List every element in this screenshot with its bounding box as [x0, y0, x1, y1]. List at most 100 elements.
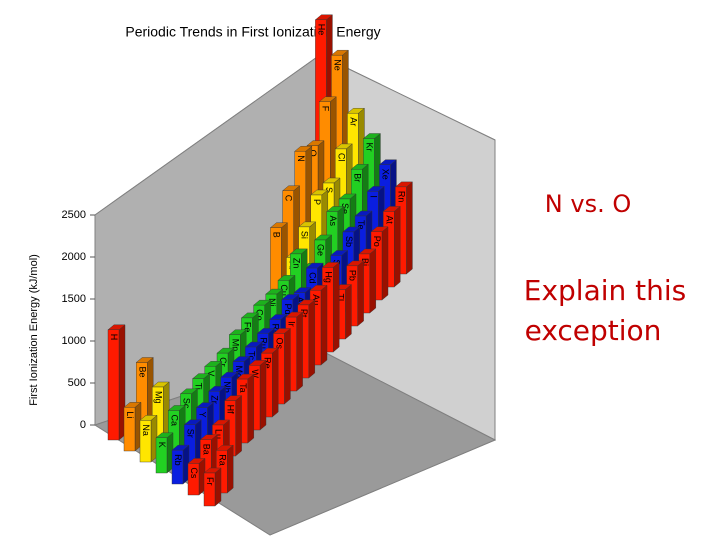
bar-label: At: [384, 215, 394, 224]
bar-label: F: [320, 106, 330, 112]
bar-label: C: [284, 195, 294, 202]
bar: Os: [272, 328, 291, 405]
bar-label: Mo: [234, 366, 244, 379]
bar-label: Se: [340, 203, 350, 214]
bar-label: V: [206, 370, 216, 376]
bar-label: Re: [262, 357, 272, 369]
bar: Hg: [321, 261, 340, 353]
annotation: Explain this: [524, 274, 687, 307]
bar-label: Ta: [238, 383, 248, 393]
bar-label: Rh: [271, 324, 281, 336]
bar: Pt: [297, 299, 316, 379]
annotation: exception: [525, 314, 662, 347]
bar-label: Si: [300, 231, 310, 239]
bar: Li: [123, 401, 142, 452]
bar-label: Pd: [283, 303, 293, 314]
y-tick-label: 500: [68, 377, 86, 389]
bar: Bi: [358, 248, 377, 314]
y-tick-label: 1000: [62, 335, 86, 347]
bar: Na: [139, 414, 158, 463]
bar-label: Y: [198, 412, 208, 418]
bar-label: As: [328, 215, 338, 226]
bar-label: Tl: [336, 294, 346, 302]
bar-label: Po: [372, 236, 382, 247]
bar-label: B: [272, 232, 282, 238]
bar-label: Nb: [222, 381, 232, 393]
bar-label: Ne: [333, 59, 343, 71]
bar: Rn: [394, 181, 413, 275]
bar: Fr: [203, 467, 222, 507]
bar-label: Na: [141, 424, 151, 436]
bar-front: [187, 463, 200, 496]
bar-label: Rn: [397, 191, 407, 203]
bar-label: Ni: [267, 298, 277, 307]
bar: K: [155, 432, 174, 474]
bar-label: Ra: [217, 454, 227, 466]
bar-label: Ge: [316, 244, 326, 256]
bar-label: Tc: [246, 351, 256, 361]
bar-label: Fe: [243, 322, 253, 333]
bar-label: Te: [356, 220, 366, 230]
bar-label: Hg: [323, 271, 333, 283]
bar-label: Cr: [218, 357, 228, 367]
bar-label: W: [250, 369, 260, 378]
bar: Hf: [224, 395, 243, 457]
bar-label: Pb: [348, 270, 358, 281]
bar: Ta: [236, 373, 255, 444]
bar: Ir: [285, 311, 304, 392]
bar-label: Sb: [344, 236, 354, 247]
bar: Sr: [183, 419, 202, 472]
bar-label: Zr: [210, 395, 220, 404]
bar: Ra: [215, 444, 234, 494]
bar-label: Co: [255, 309, 265, 321]
bar-label: P: [312, 199, 322, 205]
bar-label: Xe: [381, 169, 391, 180]
bar-label: Ba: [201, 444, 211, 455]
bar-side: [214, 467, 222, 507]
bars: He Ne Ar Kr Xe Rn F Cl Br I At O S Se Te Po N P As Sb Bi C Si G…: [107, 14, 413, 507]
bar: Cs: [187, 457, 206, 496]
bar-label: He: [317, 24, 327, 36]
bar-label: Ru: [259, 337, 269, 349]
bar-label: Pt: [299, 309, 309, 318]
y-tick-label: 2000: [62, 251, 86, 263]
bar-label: S: [324, 187, 334, 193]
bar-front: [171, 449, 184, 485]
bar-label: Cl: [336, 153, 346, 162]
bar-label: Zn: [291, 258, 301, 269]
bar-label: Rb: [173, 454, 183, 466]
bar-label: Cs: [189, 467, 199, 478]
bar-label: Fr: [205, 477, 215, 486]
bar-front: [139, 420, 152, 463]
bar-label: Au: [311, 294, 321, 305]
bar-label: I: [368, 195, 378, 198]
annotation: N vs. O: [545, 190, 631, 218]
bar-label: Li: [125, 411, 135, 418]
bar: Au: [309, 284, 328, 366]
bar-label: Ca: [169, 414, 179, 426]
bar: H: [107, 324, 126, 441]
y-tick-label: 1500: [62, 293, 86, 305]
bar-label: Bi: [360, 258, 370, 266]
bar-front: [155, 437, 168, 474]
bar: Re: [260, 347, 279, 418]
bar: Pb: [346, 260, 365, 327]
y-tick-label: 0: [80, 419, 86, 431]
bar-front: [203, 472, 216, 507]
bar-label: Lu: [214, 429, 224, 439]
bar-label: Cd: [307, 272, 317, 284]
bar-label: N: [296, 155, 306, 162]
y-axis-label: First Ionization Energy (kJ/mol): [28, 254, 40, 406]
bar-label: Ti: [194, 383, 204, 390]
bar: Po: [370, 226, 389, 301]
bar-front: [123, 407, 136, 452]
bar-label: Mg: [153, 391, 163, 404]
bar: At: [382, 205, 401, 288]
bar-label: Mn: [230, 339, 240, 352]
bar-label: Sr: [185, 429, 195, 438]
bar-label: H: [109, 334, 119, 341]
bar-label: O: [308, 150, 318, 157]
bar-label: K: [157, 442, 167, 448]
bar-label: Ir: [287, 321, 297, 327]
bar-label: Ag: [295, 297, 305, 308]
